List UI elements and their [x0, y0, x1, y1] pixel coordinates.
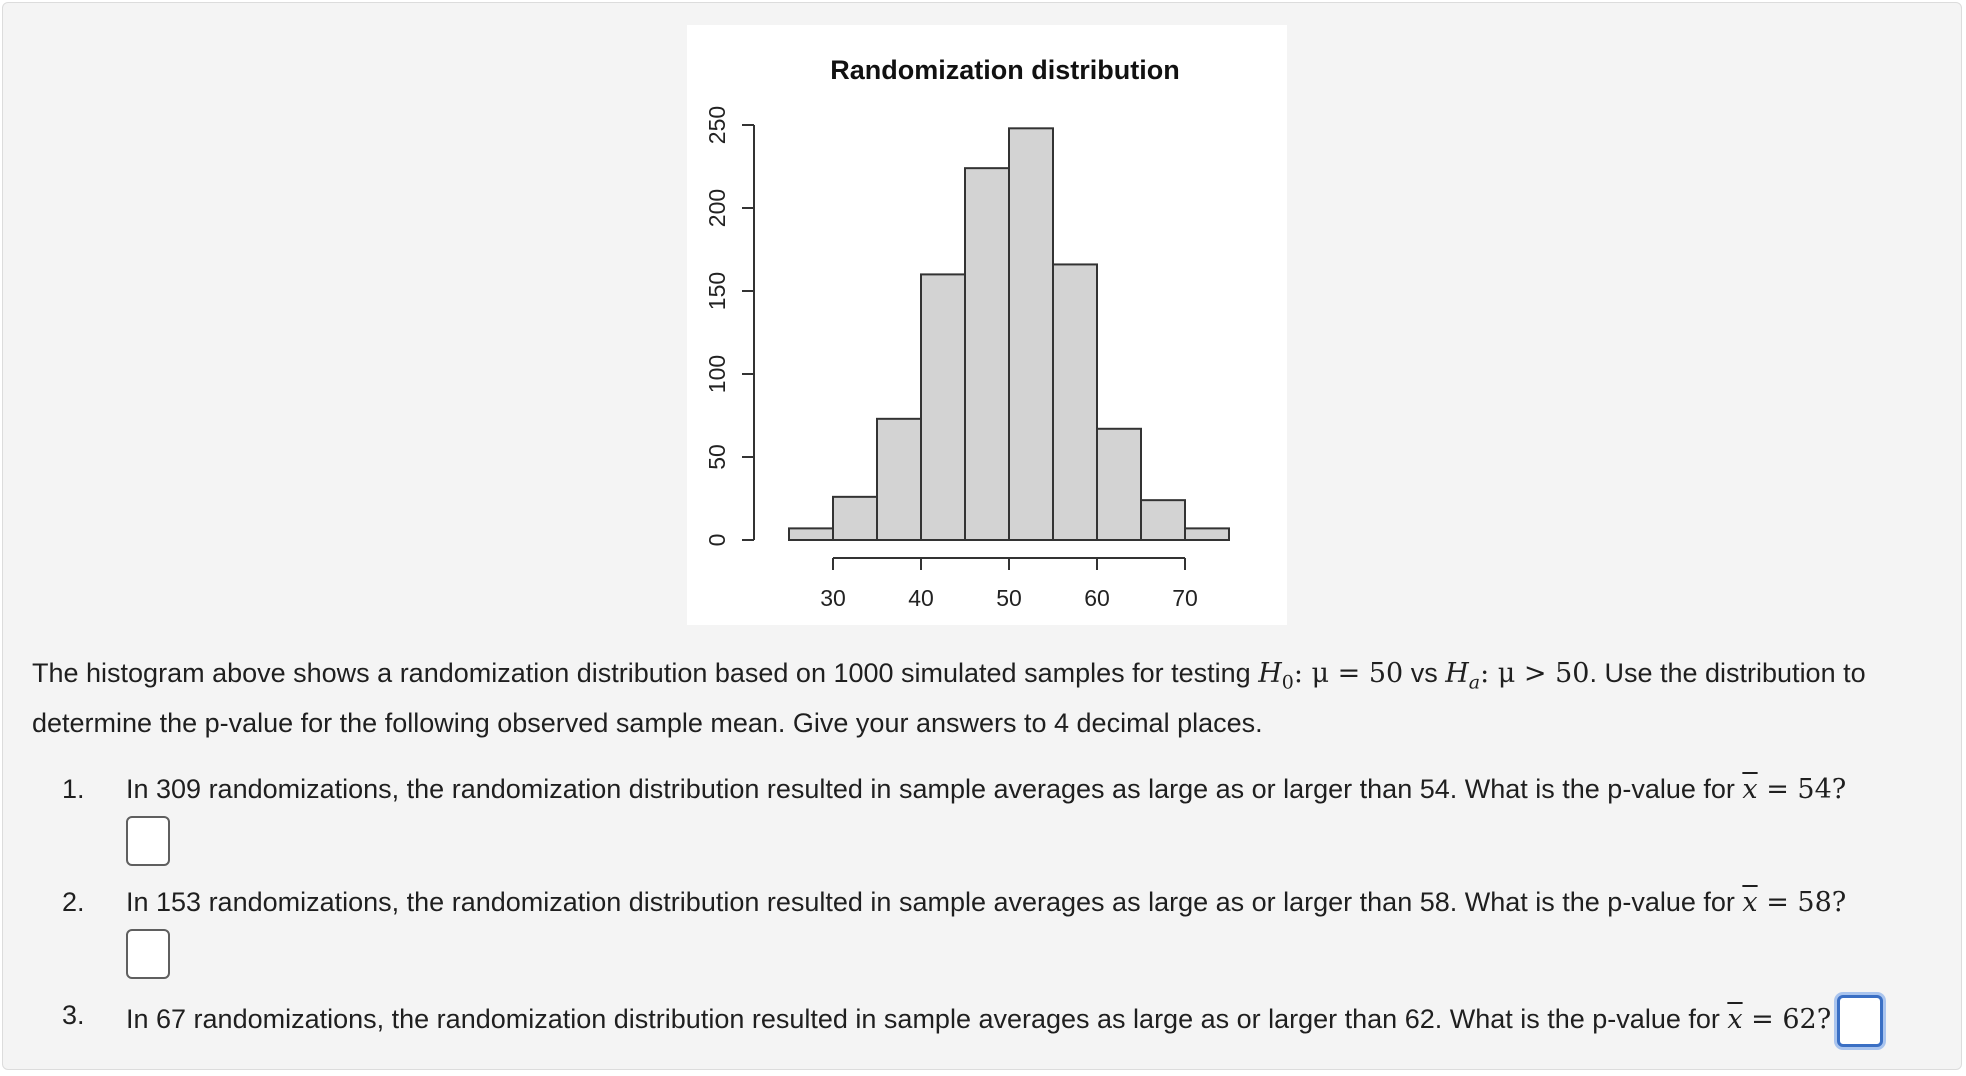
question-text: In 153 randomizations, the randomization… [126, 887, 1743, 917]
x-tick-label: 40 [908, 585, 934, 611]
chart-title: Randomization distribution [830, 55, 1179, 85]
y-tick-label: 100 [704, 355, 730, 393]
histogram-bar-9 [1140, 499, 1186, 542]
xbar-equation: x = 54? [1742, 774, 1847, 805]
histogram-bar-5 [964, 167, 1010, 541]
question-list: 1. In 309 randomizations, the randomizati… [32, 769, 1952, 1047]
question-text: In 67 randomizations, the randomization … [126, 1004, 1728, 1035]
histogram-chart: Randomization distribution 30 40 50 60 70 0 5… [704, 55, 1230, 611]
x-tick-label: 70 [1172, 585, 1198, 611]
histogram-bar-8 [1096, 427, 1142, 541]
y-tick-label: 250 [704, 106, 730, 144]
answer-input-3[interactable] [1837, 995, 1884, 1047]
histogram-bar-6 [1008, 127, 1054, 541]
histogram-bar-1 [788, 527, 834, 542]
y-tick-label: 0 [704, 534, 730, 547]
x-tick-label: 60 [1084, 585, 1110, 611]
x-tick-label: 30 [820, 585, 846, 611]
prompt-vs: vs [1403, 658, 1446, 688]
alternative-hypothesis: Ha: μ > 50 [1445, 658, 1590, 694]
histogram-bar-4 [920, 273, 966, 541]
question-number: 3. [62, 1000, 85, 1030]
histogram-bar-2 [832, 495, 878, 541]
histogram-bar-7 [1052, 263, 1098, 541]
xbar-equation: x = 58? [1742, 887, 1847, 918]
question-number: 2. [62, 887, 85, 917]
question-item-3: 3. In 67 randomizations, the randomizatio… [32, 995, 1952, 1047]
question-prompt: The histogram above shows a randomizatio… [32, 653, 1932, 744]
histogram-bar-3 [876, 417, 922, 542]
histogram-bar-10 [1184, 527, 1230, 542]
y-tick-label: 200 [704, 189, 730, 227]
question-number: 1. [62, 774, 85, 804]
null-hypothesis: H0: μ = 50 [1258, 658, 1404, 694]
question-item-2: 2. In 153 randomizations, the randomizati… [32, 882, 1952, 979]
prompt-text-1: The histogram above shows a randomizatio… [32, 658, 1259, 688]
answer-input-1[interactable] [126, 816, 170, 866]
question-item-1: 1. In 309 randomizations, the randomizati… [32, 769, 1952, 866]
histogram-figure: Randomization distribution 30 40 50 60 70 0 5… [687, 25, 1287, 625]
y-tick-label: 50 [704, 444, 730, 470]
y-tick-label: 150 [704, 272, 730, 310]
x-tick-label: 50 [996, 585, 1022, 611]
question-text: In 309 randomizations, the randomization… [126, 774, 1743, 804]
xbar-equation: x = 62? [1727, 1004, 1832, 1036]
answer-input-2[interactable] [126, 929, 170, 979]
prompt-text-2: . Use the distribution to determine the … [32, 658, 1866, 739]
